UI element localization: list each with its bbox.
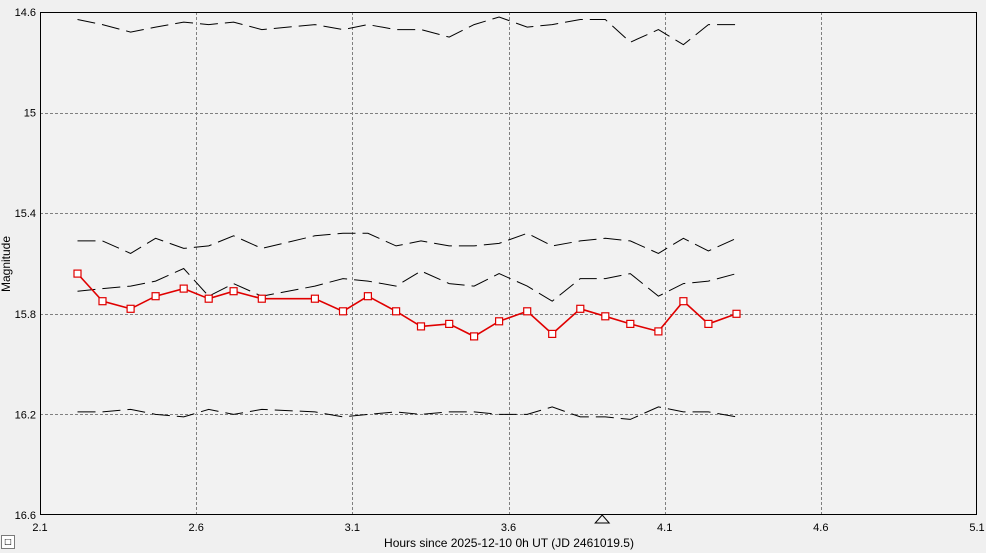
data-series xyxy=(73,16,741,420)
y-tick-label: 15.4 xyxy=(15,208,36,220)
target-data-point xyxy=(416,322,426,331)
y-tick-label: 15 xyxy=(24,108,36,120)
target-data-point xyxy=(363,292,372,301)
target-data-point xyxy=(73,269,82,278)
target-data-point xyxy=(495,317,504,326)
target-data-point xyxy=(126,304,135,313)
comparison-series-line xyxy=(77,16,737,46)
tick-labels: 2.1 2.6 3.1 3.6 4.1 4.6 5.1 14.6 15 15.4 15.8 16.2 1… xyxy=(15,7,985,534)
target-data-point xyxy=(470,332,479,341)
y-tick-label: 14.6 xyxy=(15,7,36,19)
target-data-point xyxy=(654,327,663,336)
x-tick-label: 3.1 xyxy=(345,522,360,534)
comparison-series-line xyxy=(77,406,737,420)
x-marker xyxy=(594,514,611,524)
plot-frame xyxy=(40,12,977,515)
target-data-point xyxy=(151,292,160,301)
target-data-point xyxy=(732,309,741,318)
plot-area xyxy=(40,12,977,515)
target-data-point xyxy=(229,287,238,296)
target-data-point xyxy=(626,319,635,328)
target-data-point xyxy=(310,294,319,303)
target-data-point xyxy=(704,319,713,328)
x-marker-triangle xyxy=(594,514,611,524)
target-data-point xyxy=(445,319,454,328)
y-tick-label: 16.2 xyxy=(15,409,36,421)
x-tick-label: 4.6 xyxy=(813,522,828,534)
x-tick-label: 3.6 xyxy=(501,522,516,534)
x-tick-label: 2.1 xyxy=(32,522,47,534)
corner-toggle-button[interactable]: □ xyxy=(1,535,15,549)
target-data-point xyxy=(338,307,348,316)
target-data-point xyxy=(98,297,107,306)
target-data-point xyxy=(548,329,557,338)
square-icon: □ xyxy=(4,537,12,546)
target-data-point xyxy=(601,312,610,321)
y-tick-label: 16.6 xyxy=(15,510,36,522)
x-tick-label: 4.1 xyxy=(657,522,672,534)
target-data-point xyxy=(204,294,213,303)
x-tick-label: 2.6 xyxy=(189,522,204,534)
target-data-point xyxy=(257,294,266,303)
y-axis-title: Magnitude xyxy=(0,236,13,292)
y-tick-label: 15.8 xyxy=(15,309,36,321)
x-axis-title: Hours since 2025-12-10 0h UT (JD 2461019… xyxy=(384,536,634,550)
grid-lines xyxy=(40,12,977,515)
target-data-point xyxy=(179,284,188,293)
comparison-series-line xyxy=(77,232,737,254)
target-data-point xyxy=(392,307,401,316)
target-data-point xyxy=(523,307,532,316)
x-tick-label: 5.1 xyxy=(969,522,984,534)
target-data-point xyxy=(679,297,688,306)
target-data-point xyxy=(576,304,585,313)
comparison-series-line xyxy=(77,267,737,302)
